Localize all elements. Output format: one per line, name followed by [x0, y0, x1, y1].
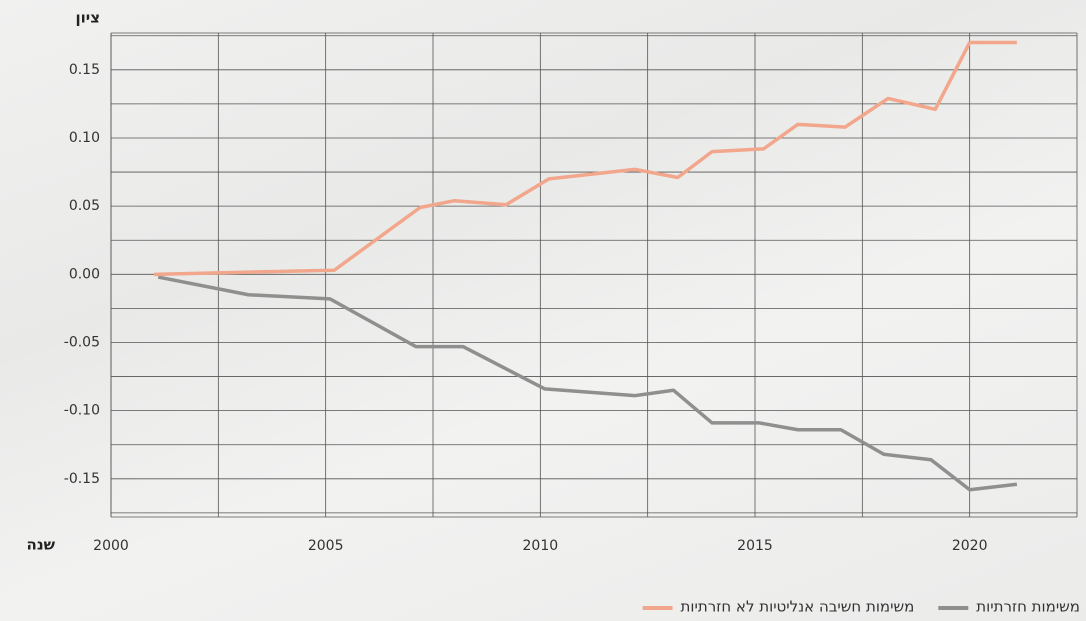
series-line — [153, 40, 1017, 277]
y-tick-label: -0.05 — [64, 334, 100, 350]
y-tick-label: 0.10 — [69, 130, 100, 146]
x-tick-label: 2000 — [93, 538, 129, 554]
y-tick-label: -0.15 — [64, 471, 100, 487]
x-tick-label: 2005 — [308, 538, 344, 554]
y-tick-label: 0.15 — [69, 62, 100, 78]
series-line — [157, 275, 1018, 492]
x-axis-title: שנה — [27, 536, 56, 554]
y-tick-label: 0.05 — [69, 198, 100, 214]
y-axis-title: ציון — [75, 9, 100, 27]
y-tick-label: 0.00 — [69, 266, 100, 282]
x-tick-label: 2010 — [523, 538, 559, 554]
legend-label: משימות חשיבה אנליטיות לא חזרתיות — [681, 598, 915, 616]
x-tick-label: 2015 — [737, 538, 773, 554]
y-tick-label: -0.10 — [64, 403, 100, 419]
legend-label: משימות חזרתיות — [976, 598, 1080, 616]
x-tick-label: 2020 — [952, 538, 988, 554]
